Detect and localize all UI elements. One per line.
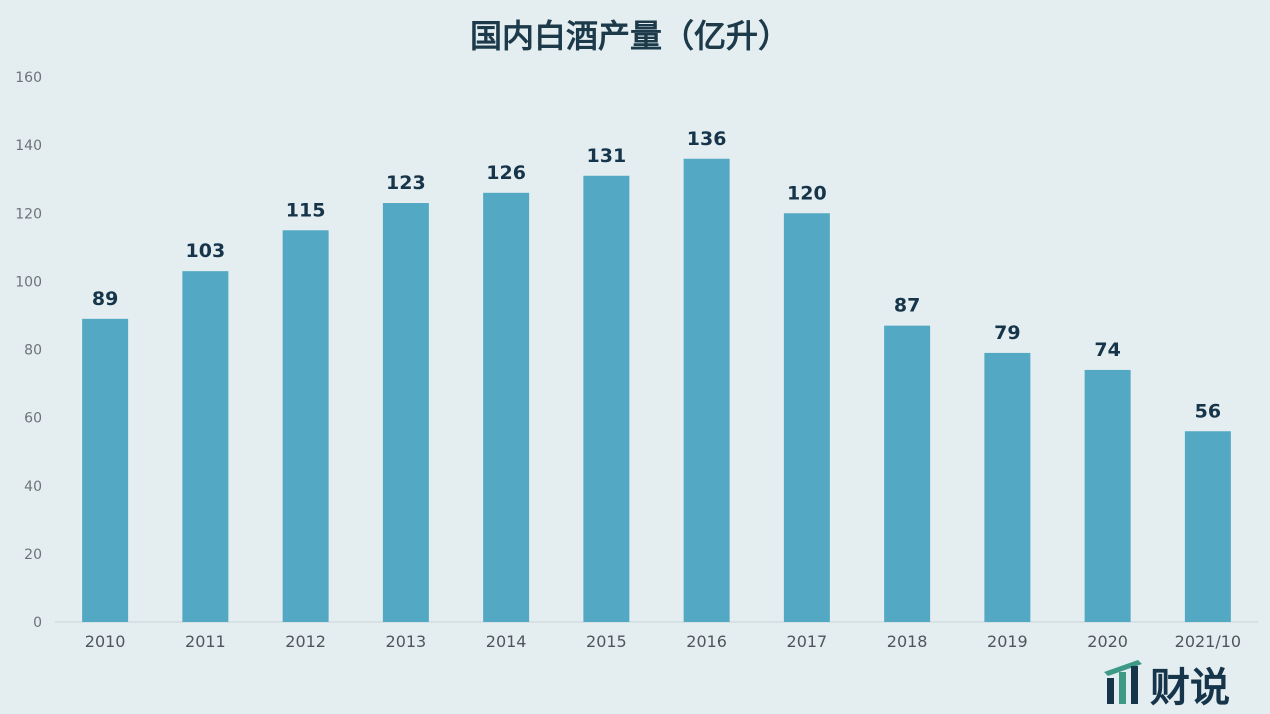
data-label: 89 xyxy=(92,288,118,310)
x-tick-label: 2017 xyxy=(787,632,828,651)
data-label: 79 xyxy=(994,322,1020,344)
x-tick-label: 2011 xyxy=(185,632,226,651)
bar-2011 xyxy=(182,271,229,622)
x-tick-label: 2015 xyxy=(586,632,627,651)
y-tick-label: 80 xyxy=(24,343,42,359)
x-tick-label: 2010 xyxy=(85,632,126,651)
data-label: 115 xyxy=(286,199,326,221)
y-tick-label: 140 xyxy=(15,138,42,154)
x-tick-label: 2012 xyxy=(285,632,326,651)
bar-2013 xyxy=(382,203,429,622)
bars-group xyxy=(82,158,1231,622)
bar-2021-10 xyxy=(1184,431,1231,622)
x-axis-ticks: 2010 2011 2012 2013 2014 2015 2016 2017 2018 2019… xyxy=(85,632,1241,651)
x-tick-label: 2021/10 xyxy=(1175,632,1241,651)
logo-text: 财说 xyxy=(1150,665,1230,711)
data-label: 120 xyxy=(787,182,827,204)
bar-2019 xyxy=(984,352,1031,622)
data-label: 103 xyxy=(186,240,226,262)
chart-title: 国内白酒产量（亿升） xyxy=(470,17,790,55)
y-tick-label: 120 xyxy=(15,206,42,222)
data-label: 56 xyxy=(1195,400,1221,422)
data-label: 131 xyxy=(587,145,627,167)
x-tick-label: 2016 xyxy=(686,632,727,651)
data-label: 136 xyxy=(687,128,727,150)
bar-2018 xyxy=(884,325,931,622)
x-tick-label: 2018 xyxy=(887,632,928,651)
x-tick-label: 2020 xyxy=(1087,632,1128,651)
y-tick-label: 160 xyxy=(15,70,42,86)
y-tick-label: 60 xyxy=(24,411,42,427)
data-label: 126 xyxy=(486,162,526,184)
data-label: 74 xyxy=(1094,339,1120,361)
y-tick-label: 100 xyxy=(15,274,42,290)
x-tick-label: 2014 xyxy=(486,632,527,651)
bar-2010 xyxy=(82,318,129,622)
x-tick-label: 2013 xyxy=(386,632,427,651)
bar-2020 xyxy=(1084,369,1131,622)
y-tick-label: 20 xyxy=(24,547,42,563)
bar-2015 xyxy=(583,175,630,622)
y-tick-label: 40 xyxy=(24,479,42,495)
brand-logo: 财说 xyxy=(1104,660,1230,711)
bar-2016 xyxy=(683,158,730,622)
bar-chart-logo-icon xyxy=(1104,660,1142,704)
x-tick-label: 2019 xyxy=(987,632,1028,651)
bar-2012 xyxy=(282,230,329,622)
y-tick-label: 0 xyxy=(33,615,42,631)
data-label: 87 xyxy=(894,295,920,317)
data-labels-group: 89 103 115 123 126 131 136 120 87 79 74 56 xyxy=(92,128,1221,423)
y-axis-ticks: 0 20 40 60 80 100 120 140 160 xyxy=(15,70,42,631)
bar-2017 xyxy=(783,213,830,622)
bar-2014 xyxy=(483,192,530,622)
data-label: 123 xyxy=(386,172,426,194)
